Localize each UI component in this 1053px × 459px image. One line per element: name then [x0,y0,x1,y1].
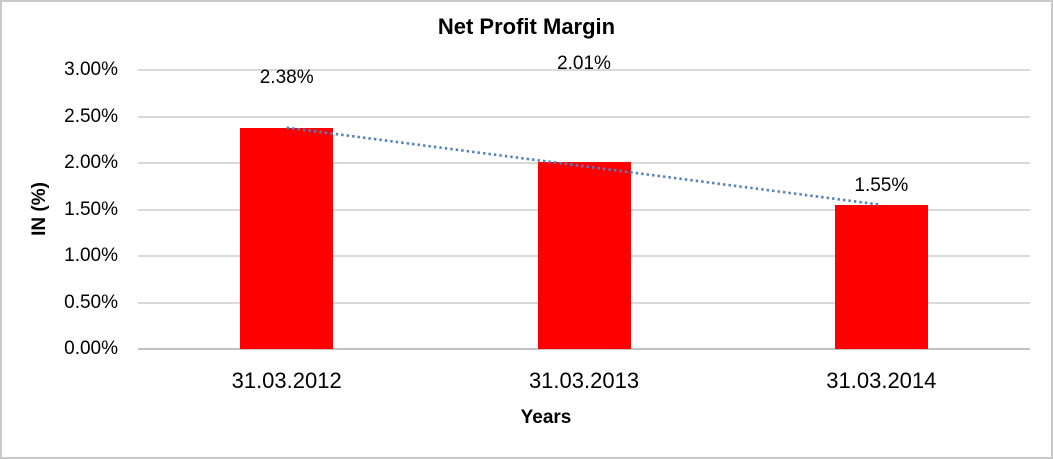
gridline [138,69,1030,71]
y-tick-label: 0.00% [64,338,118,359]
y-tick-label: 3.00% [64,59,118,80]
y-tick-label: 1.00% [64,245,118,266]
bar-value-label: 1.55% [854,175,909,196]
chart-title: Net Profit Margin [437,14,616,39]
bar-value-label: 2.38% [259,67,314,88]
x-tick-label: 31.03.2012 [231,368,342,393]
bar [834,204,928,349]
gridline [138,115,1030,118]
x-tick-label: 31.03.2013 [528,368,640,393]
bar-value-label: 2.01% [557,53,611,74]
y-axis-title: IN (%) [29,182,50,236]
bar [240,127,334,349]
y-tick-label: 2.50% [64,105,118,127]
x-tick-label: 31.03.2014 [826,368,937,393]
x-axis-line [138,348,1030,350]
y-tick-label: 2.00% [64,152,118,173]
y-tick-label: 0.50% [64,291,118,313]
x-axis-title: Years [520,407,572,428]
y-tick-label: 1.50% [64,198,118,220]
bar [537,162,631,349]
